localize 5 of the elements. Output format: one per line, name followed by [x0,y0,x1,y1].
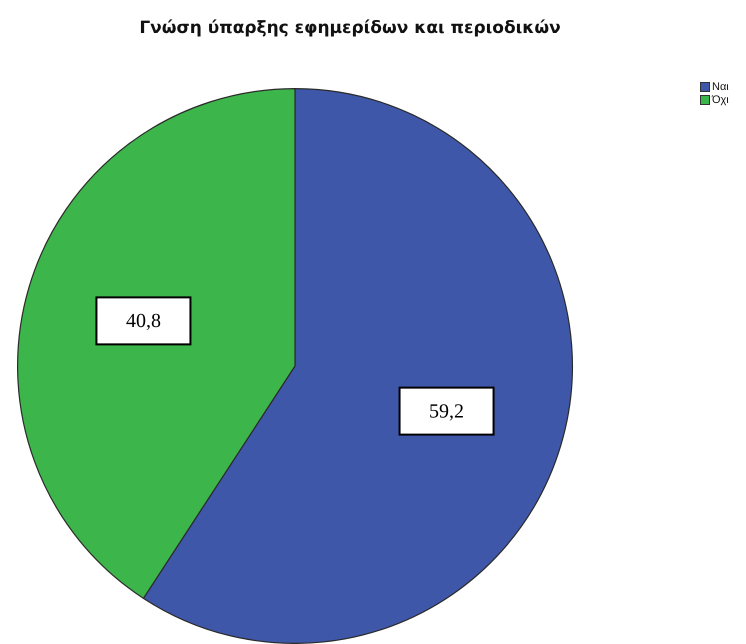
data-label: 40,8 [126,310,161,332]
data-label: 59,2 [429,400,464,422]
legend-label: Όχι [712,94,729,106]
legend-label: Ναι [712,80,729,92]
chart-title: Γνώση ύπαρξης εφημερίδων και περιοδικών [138,18,562,38]
